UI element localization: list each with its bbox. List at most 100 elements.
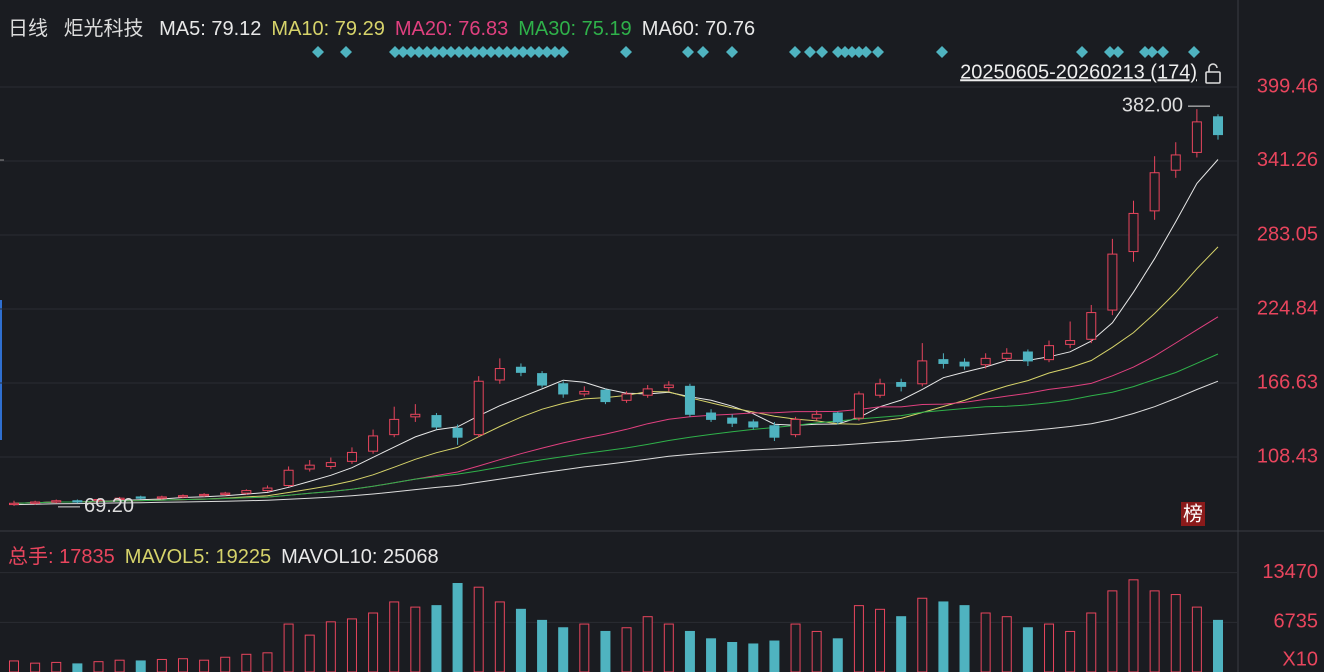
volume-bar [896, 616, 907, 672]
candle-body [283, 469, 294, 487]
ma-line [13, 353, 1219, 504]
signal-diamond [1076, 46, 1088, 58]
signal-diamond [697, 46, 709, 58]
signal-diamond [804, 46, 816, 58]
candle-body [30, 501, 41, 504]
lock-icon[interactable] [1205, 63, 1221, 84]
candle-body [72, 500, 83, 503]
candle-body [304, 464, 315, 470]
signal-diamond [429, 46, 441, 58]
volume-bar [663, 623, 674, 672]
volume-bar [9, 660, 19, 672]
signal-row [312, 46, 1200, 58]
volume-bar [177, 658, 188, 672]
badge-bg[interactable] [1181, 502, 1205, 526]
candle-body [473, 380, 484, 436]
vol-legend-entry: MAVOL5: 19225 [124, 546, 272, 568]
unit-label: X10 [1282, 648, 1318, 670]
volume-bar [515, 608, 526, 672]
volume-bar [72, 663, 83, 672]
candle-body [537, 373, 548, 386]
candle-body [135, 496, 146, 499]
volume-bar [410, 606, 421, 672]
volume-bar [368, 612, 379, 672]
signal-diamond [541, 46, 553, 58]
signal-diamond [493, 46, 505, 58]
candle-body [769, 425, 780, 438]
signal-diamond [860, 46, 872, 58]
ma-line [13, 380, 1219, 506]
candle-body [663, 384, 674, 389]
candle-body [515, 366, 526, 373]
signal-diamond [1104, 46, 1116, 58]
candle-body [1001, 352, 1012, 359]
volume-bar [853, 605, 864, 672]
volume-bar [875, 608, 886, 672]
signal-diamond [936, 46, 948, 58]
min-label: 69.20 [84, 495, 134, 517]
candle-body [410, 413, 421, 418]
volume-bar [220, 656, 231, 672]
volume-bar [452, 583, 463, 672]
volume-bar [1191, 606, 1202, 672]
signal-diamond [477, 46, 489, 58]
signal-diamond [1157, 46, 1169, 58]
volume-bar [1128, 579, 1139, 672]
candle-body [1065, 340, 1076, 345]
candle-body [853, 393, 864, 419]
candle-body [1170, 154, 1181, 171]
signal-diamond [312, 46, 324, 58]
volume-bar [917, 597, 928, 672]
candle-body [875, 383, 886, 396]
volume-bar [600, 630, 611, 672]
lock-shackle[interactable] [1208, 63, 1218, 72]
y-tick-label: 6735 [1274, 611, 1319, 633]
candle-body [114, 497, 125, 500]
signal-diamond [816, 46, 828, 58]
signal-diamond [846, 46, 858, 58]
candle-body [51, 500, 62, 503]
range-text[interactable]: 20250605-20260213 (174) [960, 61, 1197, 83]
candle-body [917, 360, 928, 385]
volume-bar [389, 601, 400, 672]
candle-body [9, 502, 19, 506]
volume-bar [537, 619, 548, 672]
volume-bar [558, 627, 569, 672]
volume-bar [325, 621, 336, 672]
candle-body [579, 390, 590, 395]
y-tick-label: 283.05 [1257, 223, 1318, 245]
candle-body [980, 357, 991, 366]
candle-body [452, 427, 463, 438]
candle-body [832, 412, 843, 423]
signal-diamond [1188, 46, 1200, 58]
volume-bar [199, 659, 210, 672]
candle-body [1128, 212, 1139, 253]
volume-bar [706, 638, 717, 672]
signal-diamond [533, 46, 545, 58]
period[interactable]: 日线 [8, 18, 48, 40]
volume-bar [769, 640, 780, 672]
volume-bar [304, 634, 315, 672]
max-label: 382.00 [1122, 94, 1183, 116]
y-tick-label: 166.63 [1257, 371, 1318, 393]
volume-bar [1149, 590, 1160, 672]
lock-body[interactable] [1205, 71, 1221, 84]
badge[interactable]: 榜 [1183, 502, 1203, 525]
volume-bar [431, 605, 442, 672]
ma-line [13, 316, 1219, 504]
signal-diamond [517, 46, 529, 58]
vol-legend-entry: MAVOL10: 25068 [281, 546, 439, 568]
signal-diamond [405, 46, 417, 58]
signal-diamond [872, 46, 884, 58]
volume-bar [30, 662, 41, 672]
ma-legend-entry: MA5: 79.12 [159, 18, 262, 40]
candle-body [1149, 172, 1160, 212]
candle-body [727, 417, 738, 424]
candle-body [748, 421, 759, 428]
volume-bar [1107, 590, 1118, 672]
volume-bar [959, 605, 970, 672]
candle-body [220, 492, 231, 495]
y-tick-label: 108.43 [1257, 445, 1318, 467]
stock-name: 炬光科技 [63, 18, 144, 40]
signal-diamond [437, 46, 449, 58]
